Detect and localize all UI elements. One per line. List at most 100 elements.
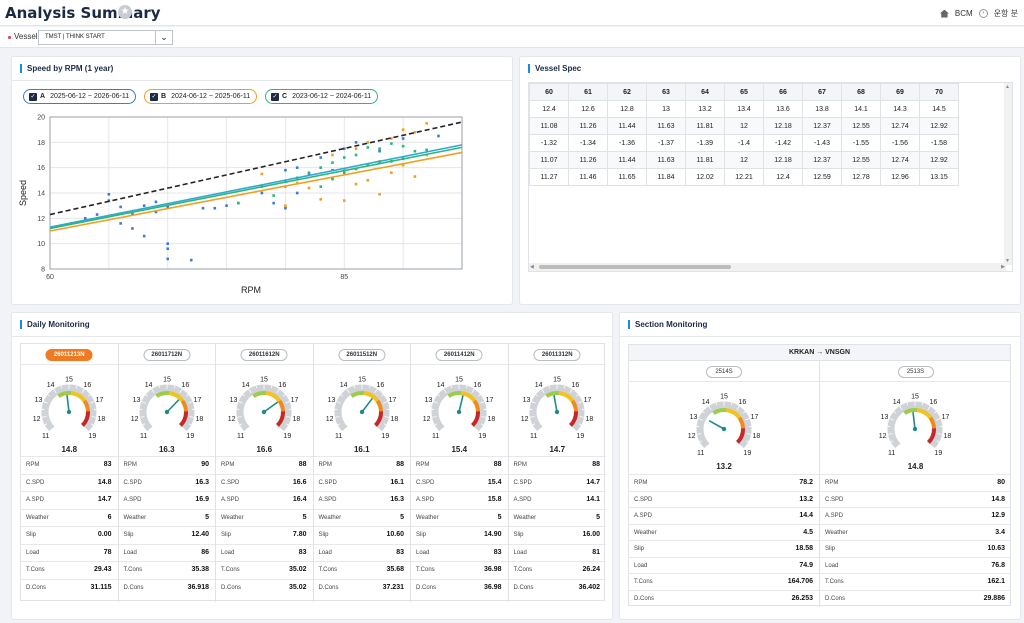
- metric-row: D.Cons 35.02: [216, 578, 313, 596]
- checkbox-icon[interactable]: ✓: [29, 92, 37, 101]
- metric-label: Slip: [318, 532, 329, 538]
- gauge-tick-label: 12: [325, 416, 333, 423]
- gauge-tick: [81, 388, 85, 394]
- metric-label: Weather: [221, 514, 244, 521]
- scatter-point-a: [154, 200, 158, 204]
- spec-cell: 13.6: [763, 100, 803, 118]
- speed-gauge: 11 12 13 14 15 16 17 18 19: [325, 377, 398, 440]
- gauge-area: 11 12 13 14 15 16 17 18 19 14.8: [820, 381, 1011, 474]
- voyage-badge[interactable]: 26011712N: [143, 349, 191, 361]
- metric-value: 83: [396, 548, 404, 556]
- favorite-star-icon[interactable]: ★: [118, 5, 132, 19]
- metric-label: D.Cons: [123, 584, 144, 591]
- vertical-scrollbar[interactable]: ▲ ▼: [1004, 83, 1012, 265]
- voyage-badge[interactable]: 26011412N: [435, 349, 483, 361]
- metric-label: RPM: [416, 462, 430, 468]
- legend-a-range: 2025-06-12 ~ 2026-06-11: [50, 93, 130, 100]
- scatter-point-a: [119, 222, 122, 225]
- scatter-point-c: [331, 161, 334, 164]
- section-badge[interactable]: 2514S: [706, 366, 742, 378]
- voyage-badge[interactable]: 26011512N: [338, 349, 386, 361]
- voyage-badge[interactable]: 26011612N: [240, 349, 288, 361]
- plot-frame: [49, 116, 463, 270]
- metric-row: RPM 80: [820, 474, 1011, 491]
- metric-label: C.SPD: [825, 496, 844, 503]
- metric-label: A.SPD: [416, 497, 435, 503]
- breadcrumb: BCM › 운항 분: [939, 8, 1018, 19]
- gauge-tick: [158, 385, 160, 389]
- metric-row: Weather 3.4: [820, 523, 1011, 541]
- breadcrumb-item-current[interactable]: 운항 분: [993, 9, 1018, 18]
- gauge-tick: [708, 405, 712, 411]
- gauge-tick-label: 18: [195, 416, 203, 423]
- metric-value: 5: [400, 513, 404, 521]
- daily-column: 26011712N 11 12 13 14 15 16 17 18 19 16.3 RPM 90 C.SP…: [118, 344, 216, 602]
- metric-row: T.Cons 35.38: [118, 561, 215, 578]
- gauge-tick: [285, 401, 290, 404]
- gauge-tick: [906, 402, 909, 406]
- legend-b-range: 2024-06-12 ~ 2025-06-11: [171, 93, 251, 100]
- spec-cell: 12.4: [763, 168, 803, 186]
- gauge-tick-label: 19: [381, 433, 389, 440]
- scroll-up-icon[interactable]: ▲: [1005, 84, 1010, 90]
- daily-column: 26011612N 11 12 13 14 15 16 17 18 19 16.6 RPM 88 C.SP…: [216, 344, 314, 602]
- home-icon[interactable]: [939, 9, 949, 18]
- metric-row: Slip 18.58: [629, 540, 819, 557]
- scroll-right-icon[interactable]: ▶: [1001, 264, 1005, 270]
- spec-cell: 13.15: [919, 168, 959, 186]
- gauge-band-yellow: [460, 391, 476, 403]
- gauge-tick-label: 18: [585, 416, 593, 423]
- gauge-tick-label: 12: [130, 416, 138, 423]
- metric-row: T.Cons 35.02: [216, 561, 313, 578]
- gauge-tick: [702, 411, 705, 414]
- vessel-spec-table: 60 61 62 63 64 65 66 67 68 69 70 12.4 12.6 12.8 13 13.2…: [528, 82, 1013, 272]
- horizontal-scrollbar[interactable]: ◀ ▶: [529, 263, 1006, 271]
- scatter-point-a: [142, 204, 146, 207]
- daily-monitoring-panel: Daily Monitoring 26011213N 11 12 13 14 15 16 17…: [11, 312, 613, 620]
- scroll-left-icon[interactable]: ◀: [530, 264, 534, 270]
- voyage-badge[interactable]: 26011213N: [45, 349, 93, 361]
- scatter-point-c: [307, 171, 311, 175]
- gauge-tick: [698, 418, 703, 421]
- gauge-tick-label: 11: [42, 433, 49, 440]
- gauge-tick-label: 13: [425, 397, 433, 404]
- checkbox-icon[interactable]: ✓: [271, 92, 279, 101]
- voyage-badge[interactable]: 26011312N: [533, 349, 581, 361]
- legend-b[interactable]: ✓ B 2024-06-12 ~ 2025-06-11: [144, 89, 258, 104]
- legend-a[interactable]: ✓ A 2025-06-12 ~ 2026-06-11: [23, 89, 137, 104]
- legend-c[interactable]: ✓ C 2023-06-12 ~ 2024-06-11: [265, 89, 379, 104]
- metric-label: D.Cons: [26, 584, 47, 591]
- scrollbar-thumb[interactable]: [539, 265, 731, 269]
- metric-row: Slip 7.80: [216, 526, 313, 543]
- metric-label: T.Cons: [634, 579, 653, 585]
- gauge-tick: [334, 416, 340, 418]
- scatter-point-b: [284, 204, 287, 207]
- metric-row: Slip 10.60: [313, 526, 410, 543]
- metric-label: A.SPD: [513, 497, 532, 503]
- metric-row: T.Cons 164.706: [629, 573, 819, 590]
- chevron-down-icon[interactable]: ⌄: [155, 31, 172, 44]
- metric-value: 16.1: [390, 478, 404, 486]
- metric-value: 12.9: [991, 512, 1005, 519]
- metric-label: C.SPD: [634, 496, 653, 503]
- metric-value: 29.43: [93, 566, 112, 573]
- metric-value: 29.886: [983, 594, 1005, 602]
- scatter-point-a: [201, 206, 205, 210]
- spec-header-cell: 69: [880, 83, 920, 101]
- scroll-down-icon[interactable]: ▼: [1005, 258, 1010, 264]
- gauge-tick: [730, 402, 733, 406]
- metric-label: Load: [221, 549, 235, 556]
- metric-value: 0.00: [97, 531, 112, 538]
- section-badge[interactable]: 2513S: [897, 366, 934, 378]
- scatter-point-a: [131, 211, 134, 215]
- metric-label: A.SPD: [221, 497, 240, 503]
- scatter-point-c: [390, 142, 393, 145]
- breadcrumb-item-bcm[interactable]: BCM: [954, 9, 973, 18]
- gauge-needle: [360, 397, 373, 413]
- vessel-select[interactable]: TMST | THINK START ⌄: [38, 30, 173, 45]
- metric-value: 36.98: [483, 566, 502, 573]
- gauge-band-green: [252, 391, 267, 398]
- gauge-tick: [182, 427, 187, 432]
- checkbox-icon[interactable]: ✓: [150, 92, 158, 101]
- metric-value: 7.80: [292, 531, 307, 538]
